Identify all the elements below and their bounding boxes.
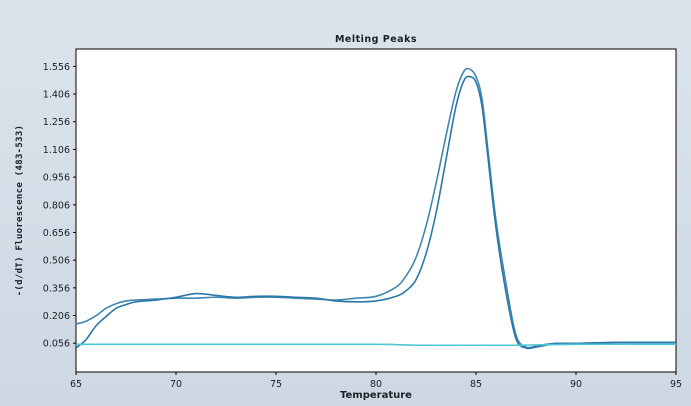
- plot-area: [75, 48, 677, 373]
- y-tick-label: 0.656: [43, 228, 70, 239]
- x-axis-label: Temperature: [340, 390, 412, 401]
- series-line-2: [75, 75, 677, 350]
- y-tick-label: 1.106: [43, 145, 70, 156]
- x-tick-label: 90: [570, 379, 582, 390]
- y-tick-label: 0.956: [43, 173, 70, 184]
- series-line-1: [75, 67, 677, 349]
- y-tick-label: 1.556: [43, 62, 70, 73]
- x-tick-label: 75: [270, 379, 282, 390]
- x-tick-label: 65: [70, 379, 82, 390]
- y-tick-label: 0.206: [43, 311, 70, 322]
- x-tick-label: 70: [170, 379, 182, 390]
- y-axis-label: -(d/dT) Fluorescence (483-533): [15, 125, 25, 297]
- x-tick-label: 95: [670, 379, 682, 390]
- data-series-group: [75, 67, 677, 350]
- y-tick-label: 0.806: [43, 200, 70, 211]
- x-axis-ticks: 65 70 75 80 85 90 95: [70, 372, 682, 390]
- y-tick-label: 1.406: [43, 90, 70, 101]
- series-line-3: [75, 343, 677, 347]
- y-tick-label: 0.506: [43, 256, 70, 267]
- y-axis-ticks: 0.056 0.206 0.356 0.506 0.656 0.806 0.956 1.106…: [43, 62, 76, 350]
- x-tick-label: 80: [370, 379, 382, 390]
- y-tick-label: 0.056: [43, 339, 70, 350]
- y-tick-label: 0.356: [43, 283, 70, 294]
- chart-title: Melting Peaks: [335, 34, 417, 45]
- y-tick-label: 1.256: [43, 117, 70, 128]
- x-tick-label: 85: [470, 379, 482, 390]
